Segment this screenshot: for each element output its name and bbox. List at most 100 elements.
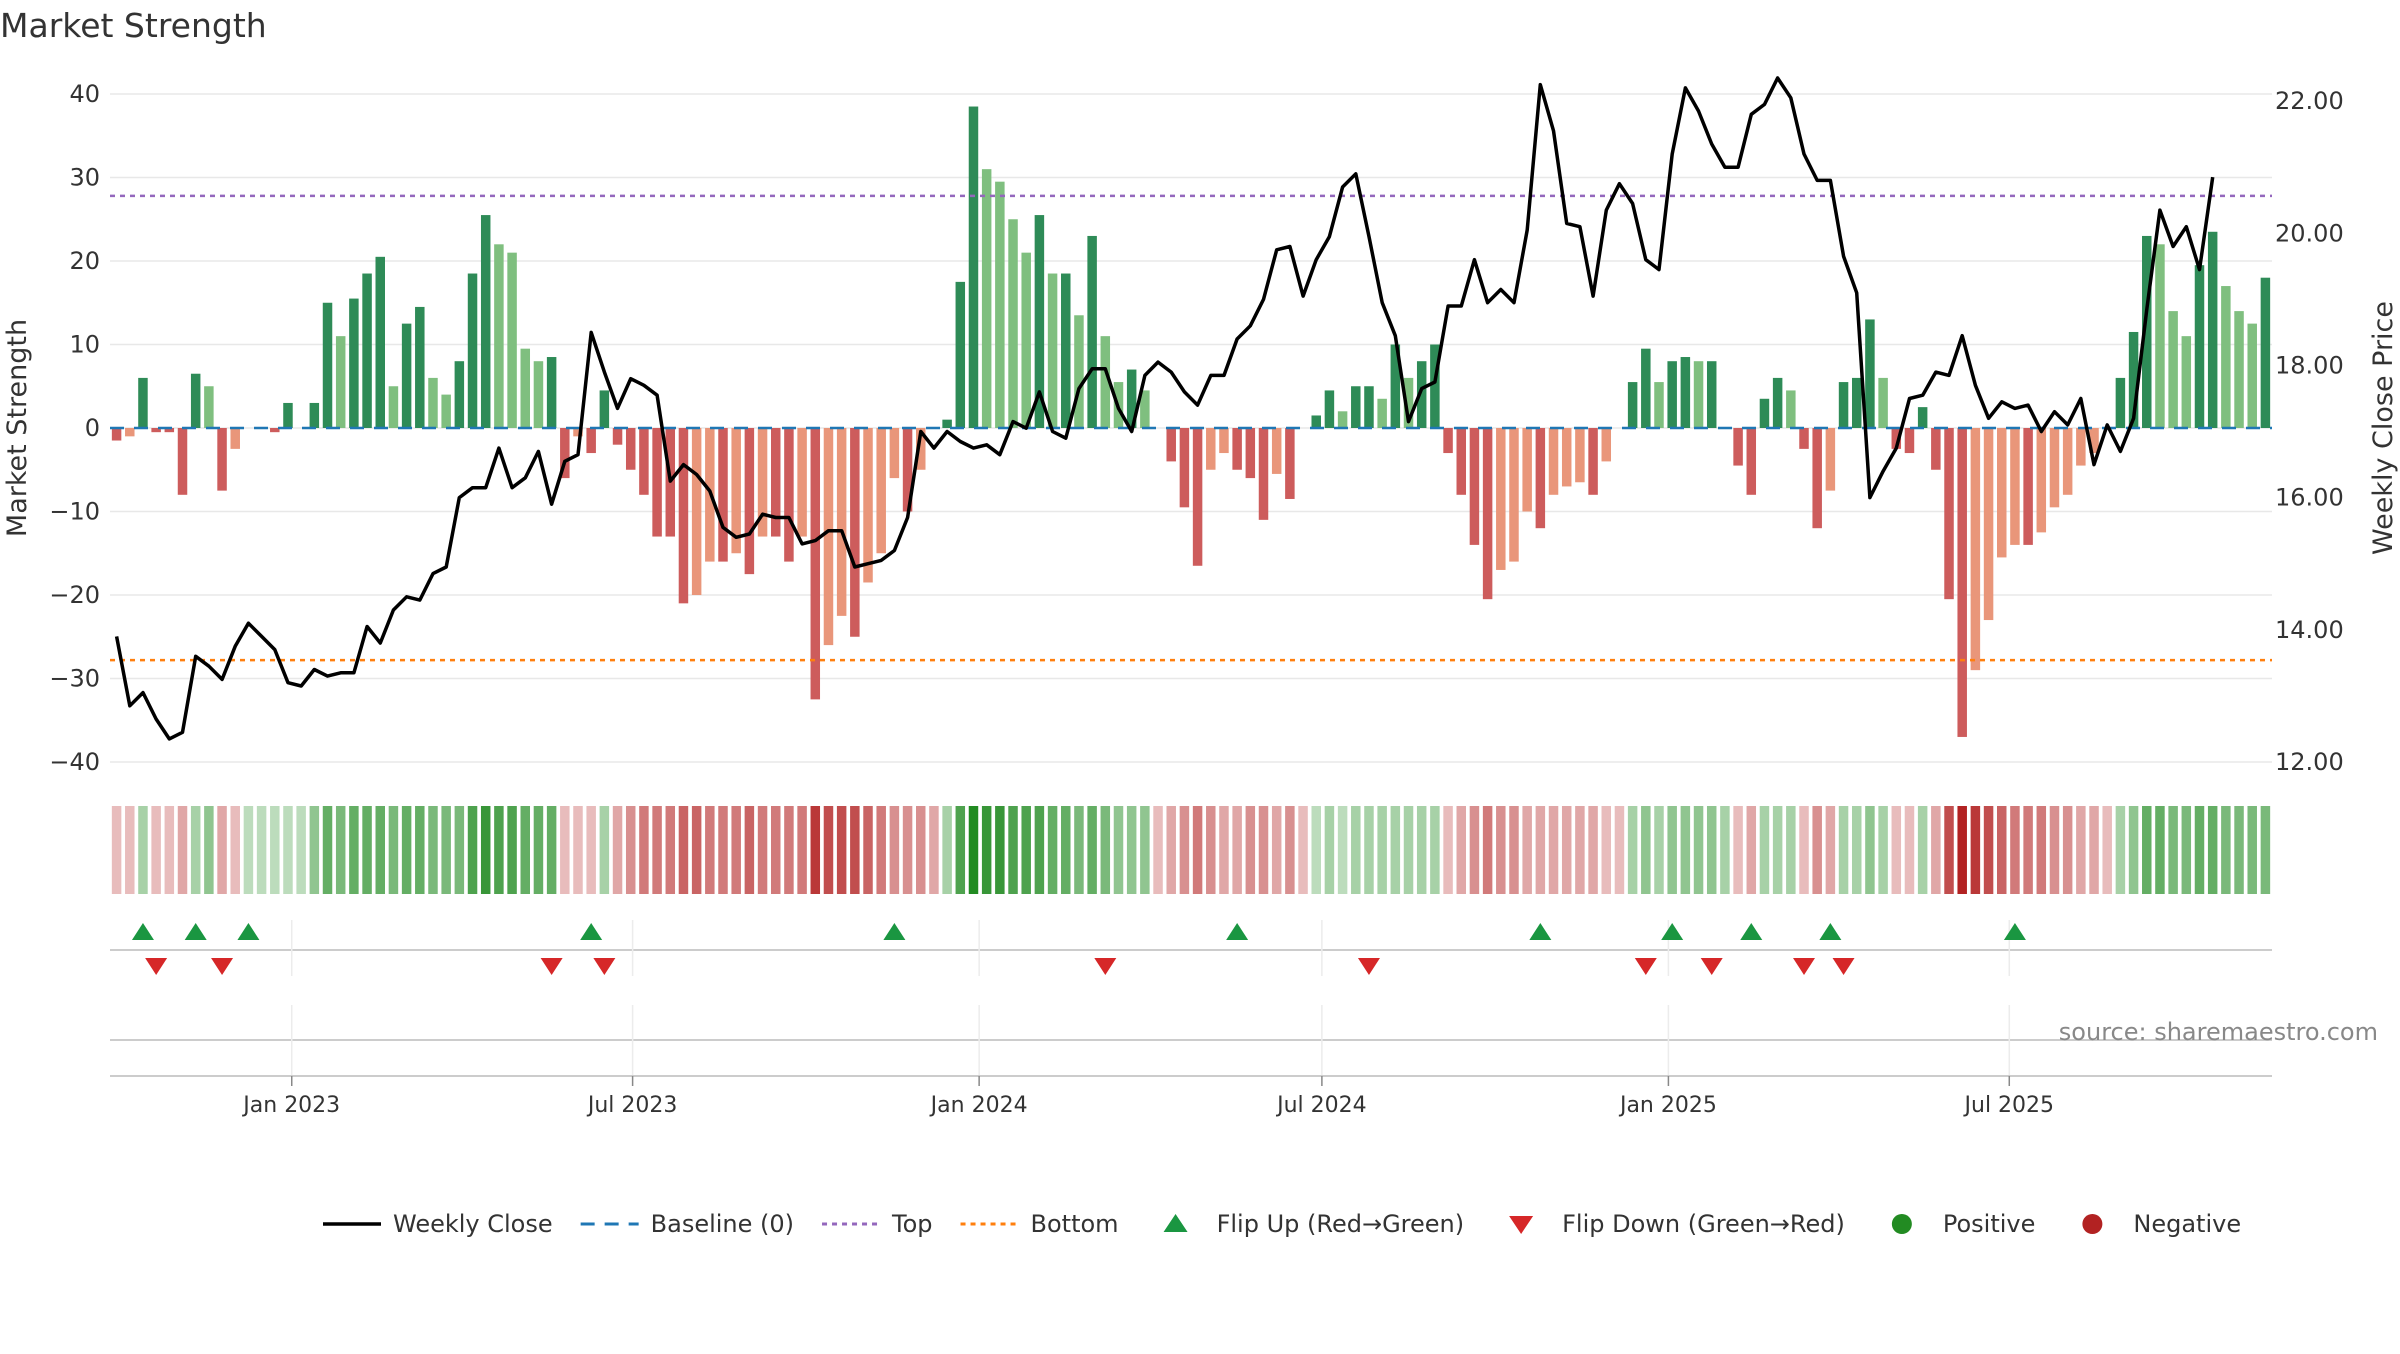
strength-strip-cell bbox=[309, 806, 320, 894]
strength-bar bbox=[876, 428, 886, 554]
strength-bar bbox=[164, 428, 175, 433]
legend-label: Negative bbox=[2133, 1210, 2241, 1238]
strength-bar bbox=[1496, 428, 1506, 570]
strength-strip-cell bbox=[1548, 806, 1559, 894]
strength-strip-cell bbox=[1192, 806, 1203, 894]
strength-bar bbox=[1970, 428, 1981, 671]
strength-bar bbox=[1179, 428, 1190, 508]
strength-bar bbox=[1430, 344, 1440, 428]
legend-label: Flip Up (Red→Green) bbox=[1217, 1210, 1465, 1238]
strength-strip-cell bbox=[942, 806, 952, 894]
strength-strip-cell bbox=[2010, 806, 2020, 894]
strength-strip-cell bbox=[1627, 806, 1638, 894]
strength-strip-cell bbox=[2181, 806, 2192, 894]
strength-strip-cell bbox=[573, 806, 583, 894]
strength-strip-cell bbox=[2089, 806, 2099, 894]
x-tick-label: Jan 2023 bbox=[241, 1093, 340, 1118]
strength-bar bbox=[691, 428, 702, 595]
strength-bar bbox=[2036, 428, 2047, 533]
strength-bar bbox=[1997, 428, 2007, 558]
strength-strip-cell bbox=[1746, 806, 1757, 894]
y-right-tick-label: 14.00 bbox=[2275, 616, 2344, 644]
strength-strip-cell bbox=[836, 806, 847, 894]
strength-strip-cell bbox=[1851, 806, 1862, 894]
strength-bar bbox=[1074, 315, 1084, 428]
strength-bar bbox=[2168, 311, 2178, 428]
strength-strip-cell bbox=[1364, 806, 1374, 894]
flip-up-marker bbox=[237, 923, 260, 940]
strength-strip-cell bbox=[2155, 806, 2165, 894]
flip-up-marker bbox=[1819, 923, 1842, 940]
strength-strip-cell bbox=[1047, 806, 1058, 894]
flip-down-marker bbox=[1700, 958, 1723, 975]
strength-strip-cell bbox=[1482, 806, 1493, 894]
strength-bar bbox=[1351, 386, 1361, 428]
strength-bar bbox=[1522, 428, 1532, 512]
source-label: source: sharemaestro.com bbox=[2059, 1018, 2378, 1046]
strength-bar bbox=[177, 428, 188, 495]
strength-bar bbox=[1746, 428, 1757, 495]
strength-strip-cell bbox=[1997, 806, 2007, 894]
strength-strip-cell bbox=[296, 806, 306, 894]
strength-strip-cell bbox=[612, 806, 623, 894]
weekly-close-line bbox=[114, 76, 2215, 741]
strength-bar bbox=[1166, 428, 1176, 462]
strength-strip-cell bbox=[876, 806, 886, 894]
strength-bar bbox=[916, 428, 926, 470]
strength-strip-cell bbox=[1034, 806, 1045, 894]
strength-strip-cell bbox=[1667, 806, 1677, 894]
strength-strip-cell bbox=[533, 806, 544, 894]
strength-bar bbox=[784, 428, 794, 562]
strength-strip-cell bbox=[230, 806, 240, 894]
strength-bar bbox=[2155, 244, 2165, 428]
strength-strip-cell bbox=[125, 806, 135, 894]
strength-bar bbox=[625, 428, 636, 470]
flip-up-marker bbox=[1226, 923, 1249, 940]
y-left-tick-label: −30 bbox=[49, 665, 100, 693]
y-left-tick-label: 10 bbox=[69, 331, 100, 359]
strength-bar bbox=[810, 428, 821, 700]
strength-bar bbox=[467, 273, 478, 428]
strength-bar bbox=[678, 428, 689, 604]
strength-strip-cell bbox=[1443, 806, 1453, 894]
strength-bar bbox=[850, 428, 860, 637]
y-right-tick-label: 18.00 bbox=[2275, 351, 2344, 379]
strength-bar bbox=[1482, 428, 1493, 600]
strength-bar bbox=[2023, 428, 2033, 545]
strength-bar bbox=[401, 323, 412, 428]
strength-bar bbox=[1759, 398, 1770, 428]
strength-strip-cell bbox=[665, 806, 676, 894]
strength-strip-cell bbox=[441, 806, 451, 894]
legend-label: Positive bbox=[1943, 1210, 2036, 1238]
strength-strip-cell bbox=[1087, 806, 1097, 894]
strength-strip-cell bbox=[1074, 806, 1084, 894]
strength-bar bbox=[718, 428, 728, 562]
strength-bar bbox=[2010, 428, 2020, 545]
strength-strip-cell bbox=[625, 806, 636, 894]
strength-bar bbox=[1232, 428, 1242, 470]
y-right-tick-label: 20.00 bbox=[2275, 219, 2344, 247]
strength-bar bbox=[520, 348, 531, 428]
flip-down-marker bbox=[593, 958, 616, 975]
strength-strip-cell bbox=[1706, 806, 1717, 894]
flip-down-marker bbox=[211, 958, 234, 975]
strength-strip-cell bbox=[388, 806, 399, 894]
strength-bar bbox=[1390, 344, 1401, 428]
strength-bar bbox=[1825, 428, 1836, 491]
strength-bar bbox=[2049, 428, 2060, 508]
y-left-tick-label: 0 bbox=[85, 414, 100, 442]
strength-strip-cell bbox=[1641, 806, 1651, 894]
x-tick-label: Jul 2025 bbox=[1963, 1093, 2055, 1118]
strength-strip-cell bbox=[428, 806, 438, 894]
strength-strip-cell bbox=[1021, 806, 1031, 894]
strength-bar bbox=[1416, 361, 1427, 428]
strength-strip-cell bbox=[2062, 806, 2073, 894]
strength-bar bbox=[138, 377, 148, 428]
strength-bar bbox=[335, 336, 346, 428]
strength-strip-cell bbox=[1219, 806, 1229, 894]
strength-strip-cell bbox=[1166, 806, 1176, 894]
x-tick-label: Jul 2024 bbox=[1275, 1093, 1367, 1118]
strength-strip-cell bbox=[1258, 806, 1269, 894]
strength-strip-cell bbox=[2076, 806, 2086, 894]
